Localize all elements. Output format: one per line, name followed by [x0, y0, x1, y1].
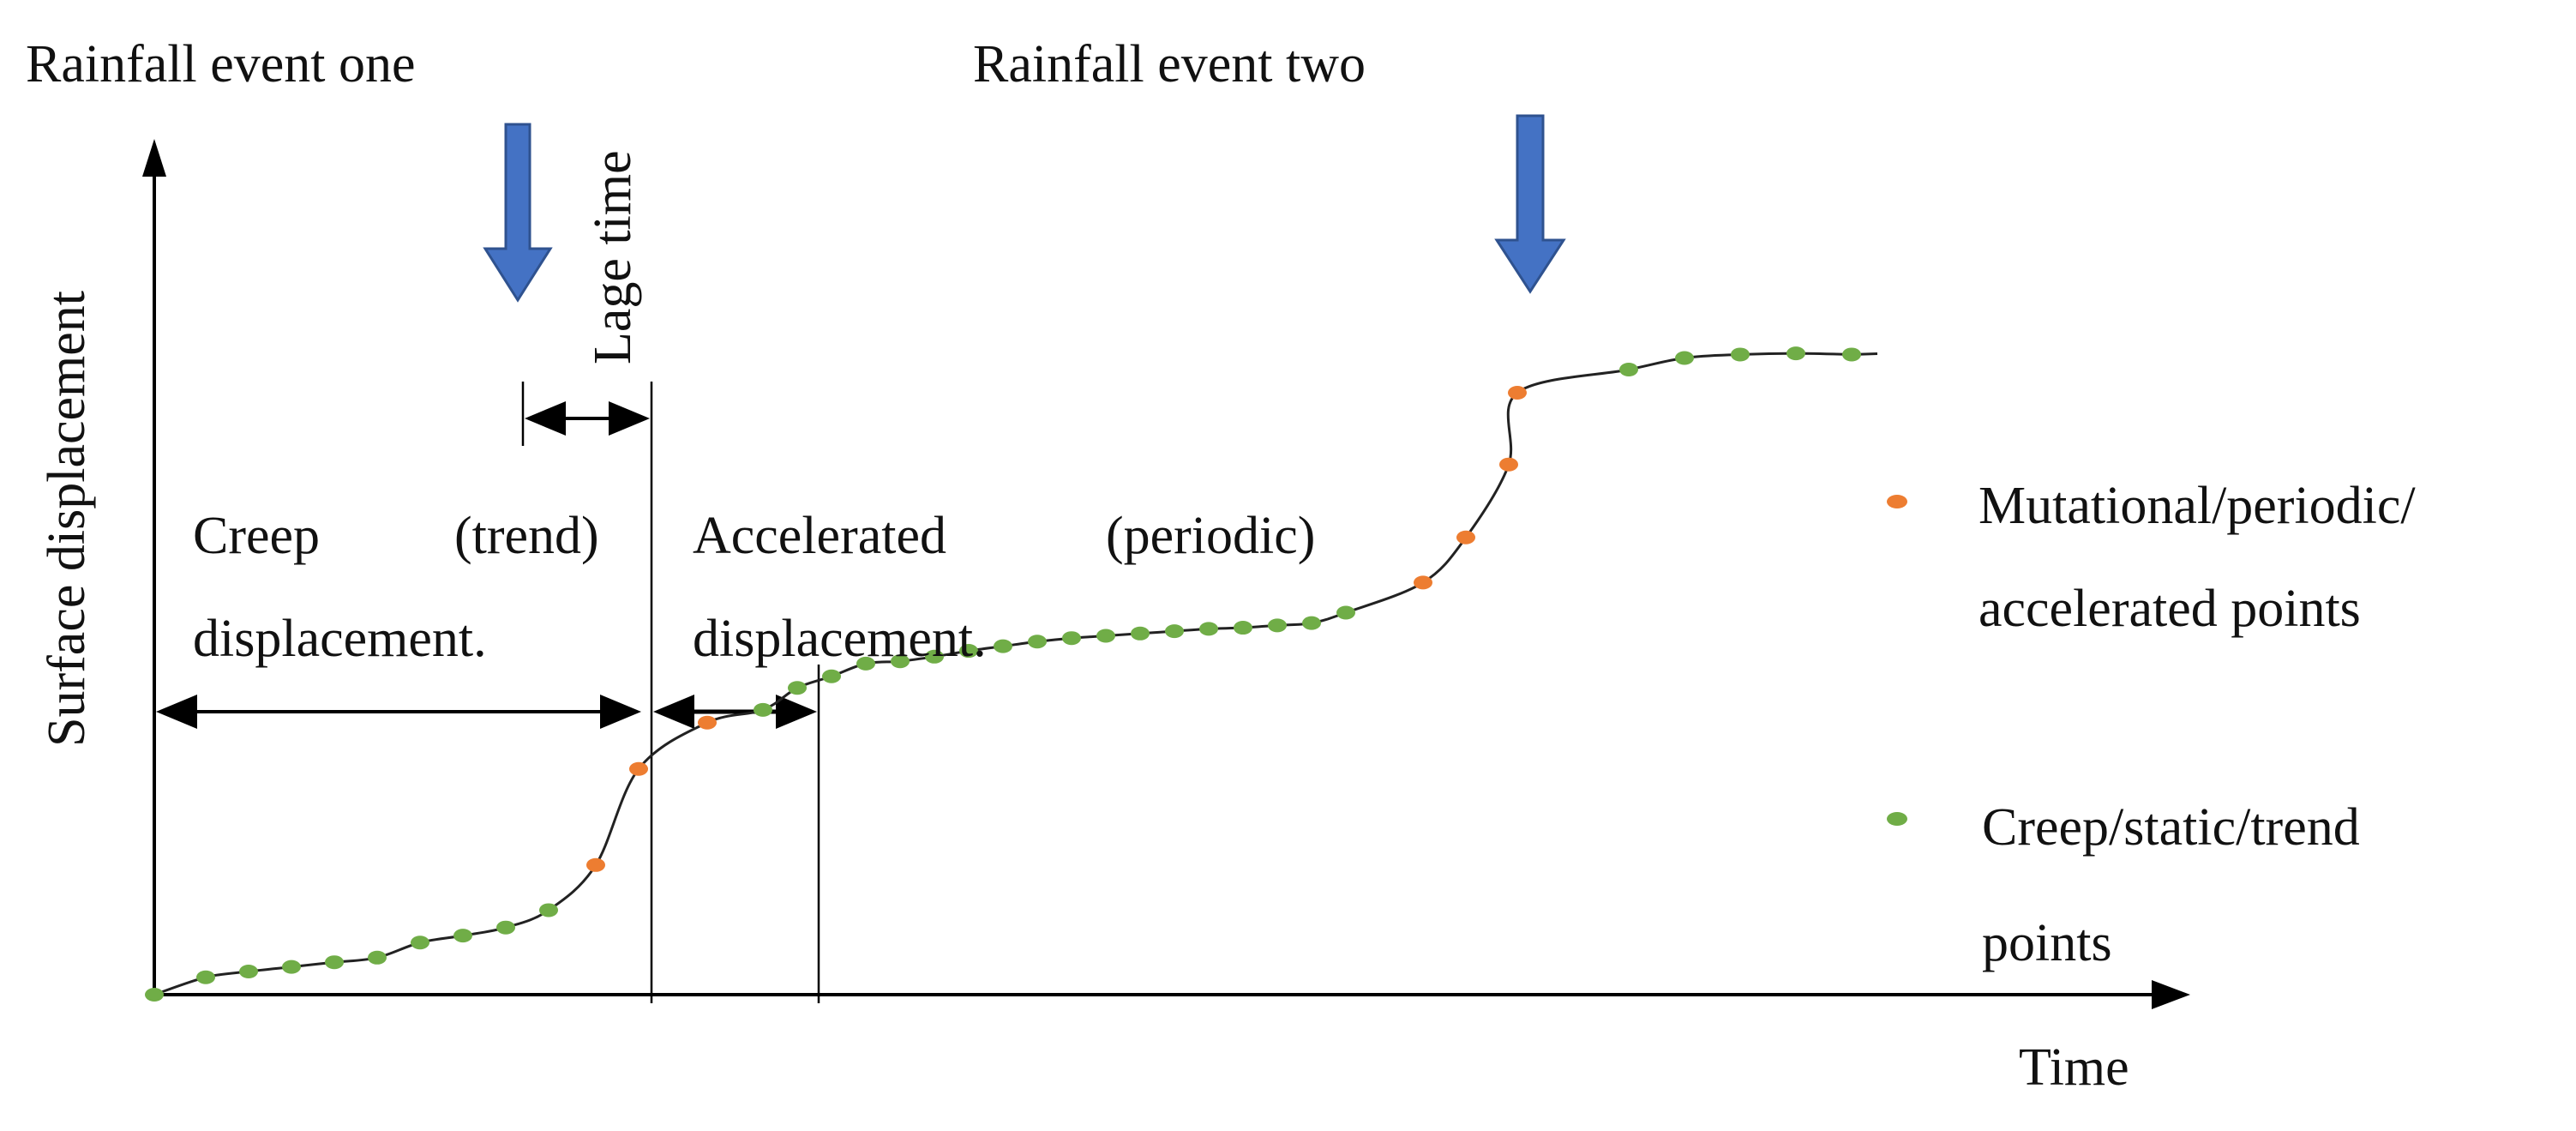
accelerated-label-line2: displacement. [693, 610, 987, 668]
legend-accelerated-label-line2: accelerated points [1979, 580, 2361, 638]
creep-point [754, 702, 772, 717]
creep-point [1302, 616, 1321, 630]
displacement-curve [153, 352, 1878, 996]
lag-time-label: Lage time [584, 150, 642, 364]
creep-point [925, 649, 944, 664]
creep-point [959, 644, 978, 659]
rainfall-event-one-label: Rainfall event one [26, 35, 416, 93]
creep-label-word1: Creep [193, 507, 320, 565]
creep-point [788, 681, 807, 695]
creep-point [1199, 622, 1218, 636]
creep-point [1131, 626, 1150, 641]
creep-point [1336, 605, 1355, 620]
accelerated-label-word2: (periodic) [1106, 507, 1315, 565]
rainfall-one-arrow-icon [483, 123, 553, 303]
accelerated-point [1499, 457, 1518, 472]
creep-point [325, 955, 344, 970]
creep-point [539, 903, 558, 917]
axes [142, 139, 2190, 1009]
legend-creep-marker [1887, 812, 1907, 826]
creep-point [1786, 346, 1805, 361]
legend-accelerated-marker [1887, 495, 1907, 508]
creep-point [282, 960, 301, 974]
accelerated-point [1508, 386, 1527, 400]
creep-point [145, 988, 164, 1002]
creep-point [1028, 635, 1047, 649]
creep-point [196, 970, 215, 984]
creep-point [239, 965, 258, 978]
creep-point [1731, 347, 1750, 362]
creep-point [1268, 618, 1287, 633]
creep-point [1234, 621, 1252, 635]
x-axis-label: Time [2019, 1038, 2129, 1097]
creep-point [1062, 631, 1081, 646]
creep-label-line2: displacement. [193, 610, 487, 668]
creep-point [1675, 351, 1694, 365]
x-axis-arrowhead [2152, 980, 2190, 1009]
accelerated-label-word1: Accelerated [693, 507, 946, 565]
creep-point [1842, 347, 1861, 362]
creep-point [994, 639, 1012, 653]
creep-point [453, 929, 472, 943]
y-axis-arrowhead [142, 139, 166, 177]
creep-point [1165, 624, 1184, 639]
creep-point [822, 669, 841, 683]
creep-point [856, 656, 875, 671]
creep-point [411, 935, 429, 950]
legend-creep-label-line1: Creep/static/trend [1982, 798, 2360, 857]
creep-point [1096, 629, 1115, 643]
accelerated-span-arrow [653, 695, 817, 729]
accelerated-point [1414, 575, 1432, 590]
creep-point [496, 920, 515, 935]
y-axis-label: Surface displacement [38, 291, 96, 747]
rainfall-two-arrow-icon [1494, 114, 1566, 294]
rainfall-event-two-label: Rainfall event two [973, 35, 1366, 93]
creep-point [368, 950, 387, 965]
accelerated-point [586, 857, 605, 872]
legend-creep-label-line2: points [1982, 914, 2112, 972]
accelerated-point [1456, 530, 1475, 544]
creep-point [891, 654, 910, 669]
creep-label-word2: (trend) [454, 507, 599, 565]
creep-span-arrow [156, 695, 641, 729]
accelerated-point [629, 761, 648, 776]
curve-points [145, 346, 1861, 1002]
lag-time-arrow [525, 401, 650, 436]
creep-point [1619, 363, 1638, 376]
accelerated-point [698, 715, 717, 730]
legend-accelerated-label-line1: Mutational/periodic/ [1979, 477, 2416, 535]
